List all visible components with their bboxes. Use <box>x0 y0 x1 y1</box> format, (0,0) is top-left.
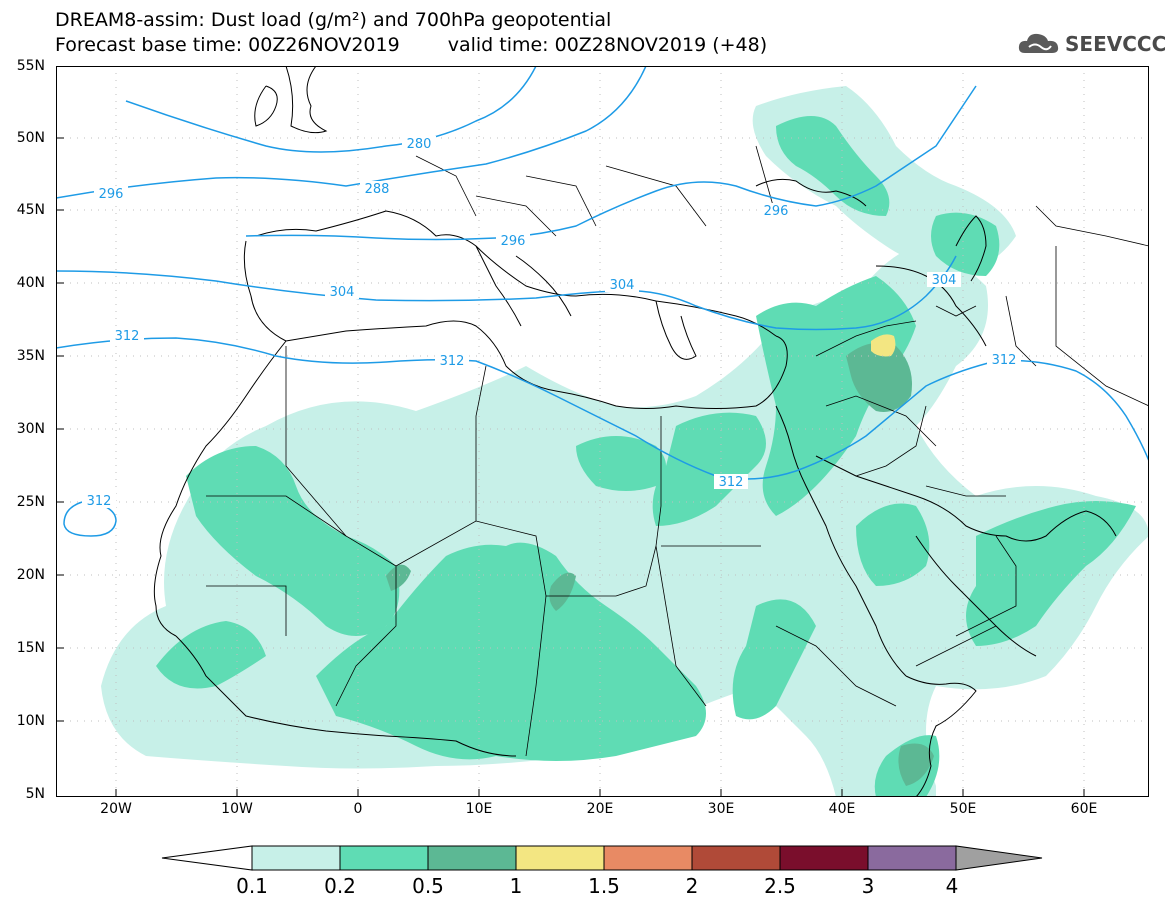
lat-label-20n: 20N <box>16 567 45 583</box>
lon-label-10e: 10E <box>465 801 493 817</box>
seevccc-logo: SEEVCCC <box>1017 29 1165 57</box>
contour-label-304-west: 304 <box>330 285 355 300</box>
lon-label-0: 0 <box>353 801 363 817</box>
map-border <box>56 66 1149 797</box>
lat-label-45n: 45N <box>16 202 45 218</box>
base-time: Forecast base time: 00Z26NOV2019 <box>55 34 400 56</box>
lon-label-20e: 20E <box>586 801 614 817</box>
colorbar-bin-5 <box>691 845 781 871</box>
logo-text: SEEVCCC <box>1065 32 1165 56</box>
contour-label-280: 280 <box>407 137 432 152</box>
axis-ticks <box>56 137 1085 797</box>
valid-time: valid time: 00Z28NOV2019 (+48) <box>447 34 768 56</box>
colorbar-label-0.1: 0.1 <box>236 874 268 898</box>
lat-label-35n: 35N <box>16 348 45 364</box>
chart-title: DREAM8-assim: Dust load (g/m²) and 700hP… <box>55 9 612 31</box>
lat-label-30n: 30N <box>16 421 45 437</box>
lon-label-60e: 60E <box>1070 801 1098 817</box>
colorbar-label-0.5: 0.5 <box>412 874 444 898</box>
colorbar-label-1: 1 <box>509 874 523 898</box>
colorbar-label-2.5: 2.5 <box>764 874 796 898</box>
lat-label-50n: 50N <box>16 130 45 146</box>
colorbar-label-0.2: 0.2 <box>324 874 356 898</box>
lon-label-50e: 50E <box>949 801 977 817</box>
lat-label-15n: 15N <box>16 640 45 656</box>
colorbar-bin-7 <box>867 845 957 871</box>
colorbar-bin-4 <box>603 845 693 871</box>
country-borders <box>206 145 1149 757</box>
colorbar-bin-1 <box>339 845 429 871</box>
colorbar-label-4: 4 <box>945 874 959 898</box>
colorbar-low-arrow <box>161 845 253 871</box>
lon-label-30e: 30E <box>707 801 735 817</box>
colorbar-label-2: 2 <box>685 874 699 898</box>
contour-label-312-atlantic: 312 <box>87 494 112 509</box>
contour-label-288: 288 <box>365 182 390 197</box>
contour-label-312-west: 312 <box>115 329 140 344</box>
contour-label-296-west: 296 <box>99 187 124 202</box>
colorbar-label-1.5: 1.5 <box>588 874 620 898</box>
lat-label-55n: 55N <box>16 58 45 74</box>
dust-level-1 <box>871 334 896 357</box>
coastlines <box>153 66 1117 797</box>
lat-label-40n: 40N <box>16 275 45 291</box>
lon-label-10w: 10W <box>221 801 253 817</box>
colorbar <box>161 845 1043 871</box>
lat-label-10n: 10N <box>16 713 45 729</box>
colorbar-bin-6 <box>779 845 869 871</box>
contour-label-296-center: 296 <box>501 234 526 249</box>
colorbar-high-arrow <box>955 845 1043 871</box>
colorbar-bin-3 <box>515 845 605 871</box>
contour-label-304-center: 304 <box>610 278 635 293</box>
graticule <box>56 66 1149 797</box>
lon-label-40e: 40E <box>828 801 856 817</box>
lat-label-5n: 5N <box>25 786 45 802</box>
colorbar-bin-2 <box>427 845 517 871</box>
contour-labels: 280 288 296 296 296 304 304 304 312 312 … <box>82 136 1021 509</box>
contour-label-312-south: 312 <box>719 475 744 490</box>
contour-label-296-east: 296 <box>764 204 789 219</box>
map-frame: 280 288 296 296 296 304 304 304 312 312 … <box>56 66 1149 797</box>
cloud-icon <box>1018 33 1059 53</box>
chart-subtitle: Forecast base time: 00Z26NOV2019 valid ti… <box>55 35 767 55</box>
colorbar-label-3: 3 <box>861 874 875 898</box>
lon-label-20w: 20W <box>100 801 132 817</box>
contour-label-312-center: 312 <box>440 354 465 369</box>
lat-label-25n: 25N <box>16 494 45 510</box>
contour-label-312-east: 312 <box>992 353 1017 368</box>
colorbar-bin-0 <box>251 845 341 871</box>
dust-level-0.5 <box>386 342 934 786</box>
contour-label-304-east: 304 <box>932 273 957 288</box>
